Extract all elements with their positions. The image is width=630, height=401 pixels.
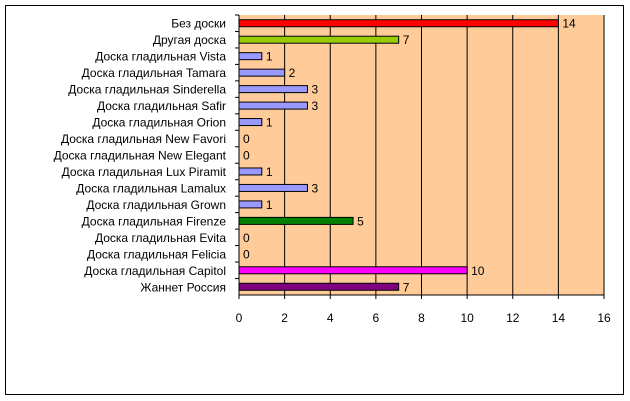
x-tick-label: 6 bbox=[373, 311, 380, 325]
gridlines bbox=[284, 15, 605, 295]
data-label: 14 bbox=[562, 17, 576, 31]
category-label: Доска гладильная New Elegant bbox=[54, 149, 227, 163]
data-label: 3 bbox=[311, 181, 318, 195]
x-axis-tick-labels: 0 2 4 6 8 10 12 14 16 bbox=[236, 295, 611, 325]
category-label: Доска гладильная Capitol bbox=[84, 264, 226, 278]
data-label: 1 bbox=[266, 116, 273, 130]
category-labels: Без доски Другая доска Доска гладильная Vi… bbox=[54, 14, 239, 294]
category-label: Доска гладильная Lamalux bbox=[76, 181, 226, 195]
category-label: Доска гладильная Tamara bbox=[82, 66, 227, 80]
category-label: Доска гладильная Vista bbox=[95, 50, 226, 64]
x-tick-label: 14 bbox=[552, 311, 566, 325]
bar bbox=[238, 167, 263, 176]
data-label: 1 bbox=[266, 50, 273, 64]
category-label: Без доски bbox=[171, 17, 226, 31]
bar bbox=[238, 118, 263, 127]
category-label: Доска гладильная New Favori bbox=[61, 132, 226, 146]
x-tick-label: 8 bbox=[418, 311, 425, 325]
category-label: Доска гладильная Firenze bbox=[82, 214, 227, 228]
data-label: 0 bbox=[243, 231, 250, 245]
category-label: Доска гладильная Orion bbox=[92, 116, 226, 130]
category-label: Жаннет Россия bbox=[140, 280, 226, 294]
category-label: Доска гладильная Evita bbox=[95, 231, 226, 245]
bar bbox=[238, 52, 263, 61]
data-label: 7 bbox=[403, 280, 410, 294]
bar bbox=[238, 101, 308, 110]
x-tick-label: 12 bbox=[506, 311, 520, 325]
data-label: 2 bbox=[289, 66, 296, 80]
category-label: Доска гладильная Grown bbox=[86, 198, 226, 212]
x-tick-label: 4 bbox=[327, 311, 334, 325]
bar bbox=[238, 266, 468, 275]
data-label: 0 bbox=[243, 132, 250, 146]
bar bbox=[238, 183, 308, 192]
category-label: Доска гладильная Sinderella bbox=[68, 83, 226, 97]
x-tick-label: 10 bbox=[460, 311, 474, 325]
data-label: 1 bbox=[266, 198, 273, 212]
bar bbox=[238, 282, 400, 291]
category-label: Доска гладильная Safir bbox=[97, 99, 226, 113]
data-label: 7 bbox=[403, 33, 410, 47]
data-label: 1 bbox=[266, 165, 273, 179]
bar bbox=[238, 68, 286, 77]
bar bbox=[238, 85, 308, 94]
category-label: Доска гладильная Lux Piramit bbox=[62, 165, 227, 179]
x-tick-label: 16 bbox=[597, 311, 611, 325]
bar bbox=[238, 200, 263, 209]
data-label: 5 bbox=[357, 214, 364, 228]
category-label: Доска гладильная Felicia bbox=[87, 247, 226, 261]
bar bbox=[238, 216, 354, 225]
data-label: 0 bbox=[243, 247, 250, 261]
x-tick-label: 0 bbox=[236, 311, 243, 325]
data-label: 3 bbox=[311, 83, 318, 97]
data-label: 0 bbox=[243, 149, 250, 163]
data-label: 3 bbox=[311, 99, 318, 113]
category-label: Другая доска bbox=[153, 33, 226, 47]
bar bbox=[238, 19, 559, 28]
bar bbox=[238, 35, 400, 44]
x-tick-label: 2 bbox=[281, 311, 288, 325]
data-label: 10 bbox=[471, 264, 485, 278]
